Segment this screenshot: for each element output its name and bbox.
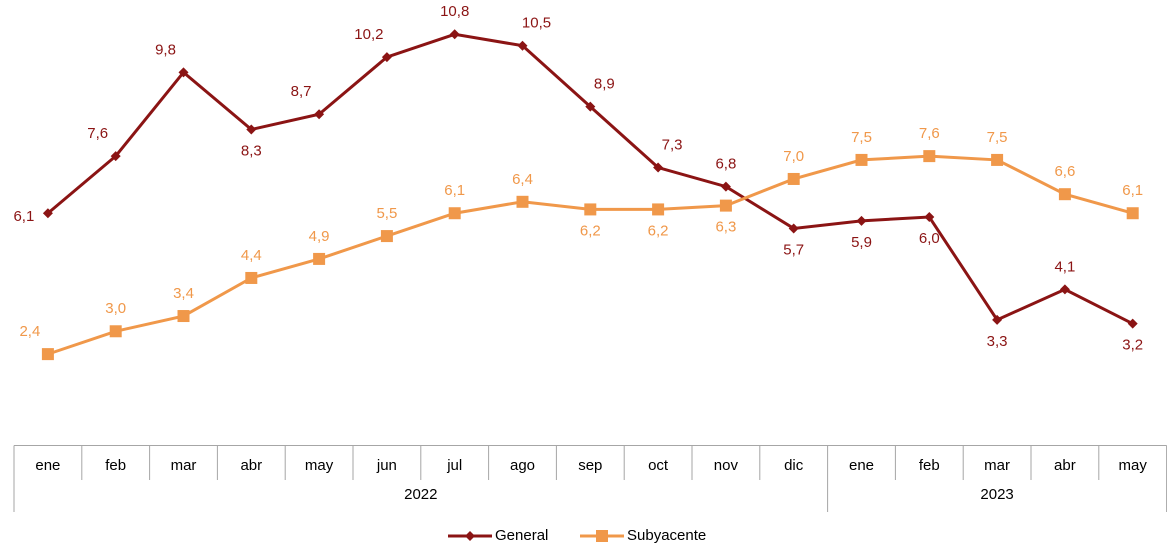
point <box>448 207 461 220</box>
x-tick-label: ene <box>849 457 874 474</box>
x-tick-label: abr <box>1054 457 1076 474</box>
point <box>245 271 258 284</box>
data-label: 7,3 <box>662 137 683 154</box>
group-label: 2022 <box>404 486 437 503</box>
point <box>313 252 326 265</box>
point <box>653 162 664 173</box>
point <box>517 40 528 51</box>
point <box>719 199 732 212</box>
point <box>855 153 868 166</box>
point <box>924 212 935 223</box>
x-tick-label: mar <box>984 457 1010 474</box>
x-tick-label: feb <box>919 457 940 474</box>
data-label: 7,6 <box>87 125 108 142</box>
data-label: 6,6 <box>1054 163 1075 180</box>
point <box>923 150 936 163</box>
group-label: 2023 <box>980 486 1013 503</box>
data-label: 6,8 <box>715 156 736 173</box>
point <box>788 223 799 234</box>
data-label: 2,4 <box>19 323 40 340</box>
data-label: 5,5 <box>376 205 397 222</box>
x-tick-label: jul <box>446 457 462 474</box>
x-tick-label: jun <box>376 457 397 474</box>
point <box>652 203 665 216</box>
data-label: 10,8 <box>440 3 469 20</box>
data-label: 3,3 <box>987 333 1008 350</box>
point <box>178 67 189 78</box>
legend-label: General <box>495 527 548 544</box>
point <box>584 203 597 216</box>
data-label: 6,4 <box>512 171 533 188</box>
point <box>1058 188 1071 201</box>
point <box>246 124 257 135</box>
point <box>992 314 1003 325</box>
point <box>720 181 731 192</box>
data-label: 10,5 <box>522 15 551 32</box>
legend-label: Subyacente <box>627 527 706 544</box>
x-tick-label: ene <box>35 457 60 474</box>
data-label: 8,3 <box>241 142 262 159</box>
point <box>109 325 122 338</box>
point <box>1126 207 1139 220</box>
point <box>380 230 393 243</box>
x-tick-label: feb <box>105 457 126 474</box>
point <box>991 153 1004 166</box>
point <box>1059 284 1070 295</box>
point <box>381 52 392 63</box>
x-tick-label: oct <box>648 457 669 474</box>
x-tick-label: may <box>305 457 334 474</box>
series-line <box>47 154 1134 356</box>
x-tick-label: abr <box>240 457 262 474</box>
data-label: 6,2 <box>580 222 601 239</box>
data-label: 3,0 <box>105 300 126 317</box>
x-tick-label: dic <box>784 457 804 474</box>
data-label: 7,6 <box>919 125 940 142</box>
data-label: 6,1 <box>1122 182 1143 199</box>
point <box>787 172 800 185</box>
data-label: 10,2 <box>354 26 383 43</box>
point <box>516 195 529 208</box>
data-label: 3,2 <box>1122 337 1143 354</box>
data-label: 8,7 <box>291 83 312 100</box>
data-label: 3,4 <box>173 285 194 302</box>
point <box>110 151 121 162</box>
point <box>465 531 475 541</box>
data-label: 4,1 <box>1054 258 1075 275</box>
data-label: 6,1 <box>444 182 465 199</box>
x-tick-label: nov <box>714 457 739 474</box>
point <box>41 348 54 361</box>
series-line <box>46 32 1134 325</box>
data-label: 7,5 <box>987 129 1008 146</box>
point <box>314 109 325 120</box>
point <box>856 215 867 226</box>
data-label: 7,0 <box>783 148 804 165</box>
data-label: 4,9 <box>309 228 330 245</box>
point <box>585 101 596 112</box>
x-tick-label: may <box>1119 457 1148 474</box>
data-label: 6,3 <box>715 219 736 236</box>
data-label: 5,9 <box>851 234 872 251</box>
data-label: 6,2 <box>648 222 669 239</box>
data-label: 8,9 <box>594 76 615 93</box>
point <box>177 310 190 323</box>
data-label: 7,5 <box>851 129 872 146</box>
point <box>449 29 460 40</box>
point <box>1127 318 1138 329</box>
data-label: 5,7 <box>783 241 804 258</box>
data-label: 4,4 <box>241 247 262 264</box>
data-label: 6,1 <box>13 208 34 225</box>
x-tick-label: sep <box>578 457 602 474</box>
x-tick-label: ago <box>510 457 535 474</box>
x-tick-label: mar <box>171 457 197 474</box>
data-label: 9,8 <box>155 41 176 58</box>
point <box>42 208 53 219</box>
point <box>596 530 608 542</box>
data-label: 6,0 <box>919 230 940 247</box>
